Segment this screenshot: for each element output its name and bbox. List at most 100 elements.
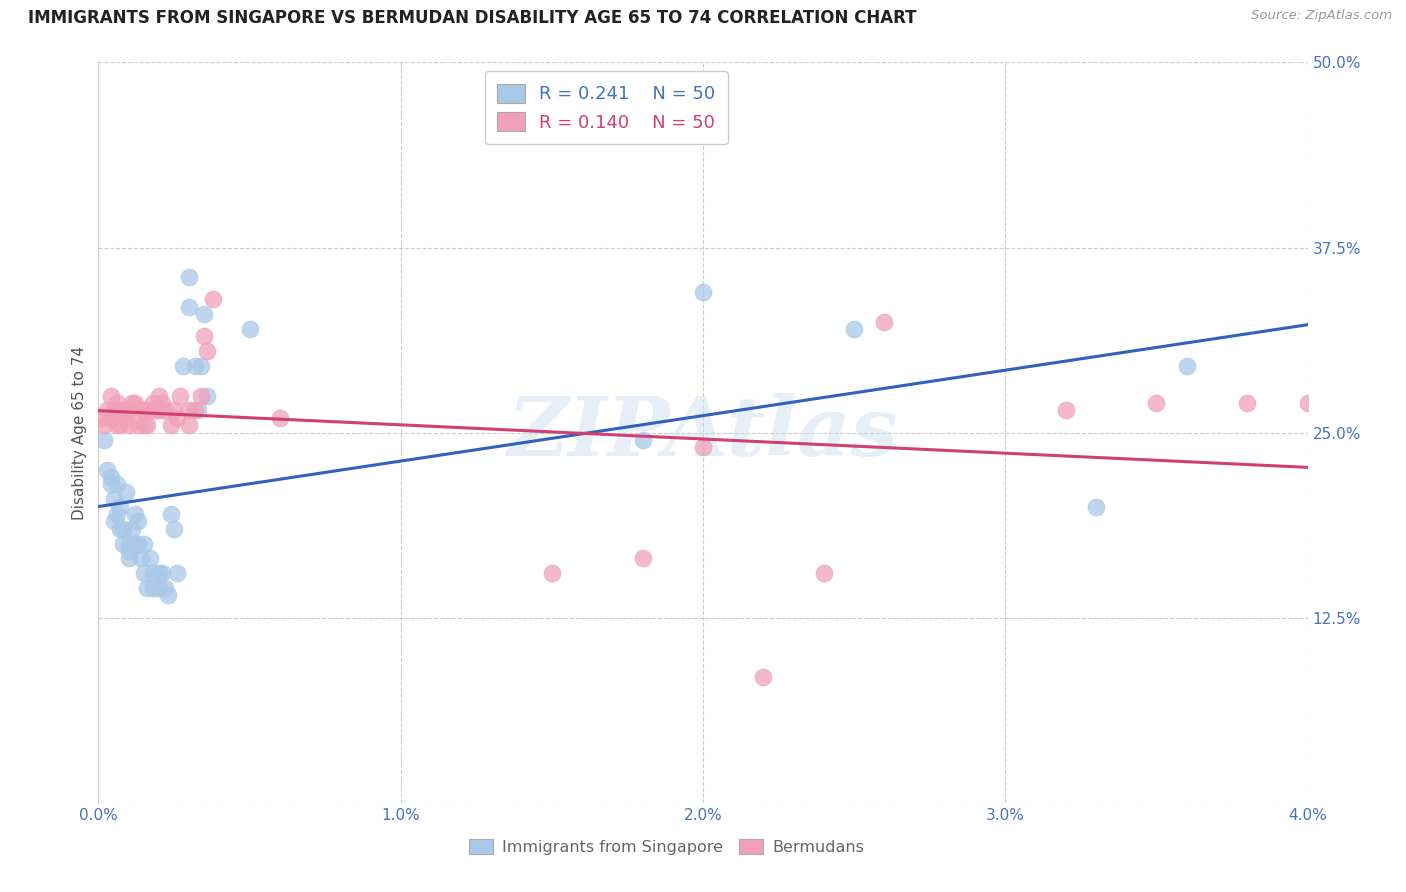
Point bbox=[100, 470, 122, 484]
Point bbox=[813, 566, 835, 581]
Point bbox=[190, 359, 212, 373]
Point bbox=[139, 403, 162, 417]
Point bbox=[145, 403, 167, 417]
Point bbox=[692, 441, 714, 455]
Point bbox=[100, 388, 122, 402]
Point bbox=[153, 581, 176, 595]
Point bbox=[127, 418, 149, 433]
Point bbox=[105, 477, 128, 491]
Point bbox=[132, 418, 155, 433]
Point bbox=[184, 359, 207, 373]
Point bbox=[160, 418, 183, 433]
Point bbox=[692, 285, 714, 299]
Point bbox=[127, 515, 149, 529]
Point bbox=[105, 418, 128, 433]
Point bbox=[150, 396, 173, 410]
Point bbox=[124, 536, 146, 550]
Point bbox=[142, 581, 165, 595]
Point bbox=[121, 522, 143, 536]
Point bbox=[269, 410, 291, 425]
Point bbox=[118, 536, 141, 550]
Point bbox=[93, 433, 115, 447]
Point bbox=[135, 418, 157, 433]
Point bbox=[631, 433, 654, 447]
Point bbox=[1296, 396, 1319, 410]
Point bbox=[114, 410, 136, 425]
Point bbox=[111, 403, 134, 417]
Point bbox=[1175, 359, 1198, 373]
Point bbox=[844, 322, 866, 336]
Point bbox=[179, 403, 201, 417]
Point bbox=[1054, 403, 1077, 417]
Point bbox=[190, 388, 212, 402]
Point bbox=[172, 359, 194, 373]
Point bbox=[114, 484, 136, 499]
Point bbox=[1085, 500, 1108, 514]
Point bbox=[105, 396, 128, 410]
Text: IMMIGRANTS FROM SINGAPORE VS BERMUDAN DISABILITY AGE 65 TO 74 CORRELATION CHART: IMMIGRANTS FROM SINGAPORE VS BERMUDAN DI… bbox=[28, 9, 917, 27]
Point bbox=[132, 403, 155, 417]
Point bbox=[163, 403, 186, 417]
Point bbox=[129, 403, 152, 417]
Point bbox=[103, 492, 125, 507]
Point bbox=[100, 477, 122, 491]
Point bbox=[873, 314, 896, 328]
Point bbox=[752, 670, 775, 684]
Point bbox=[108, 418, 131, 433]
Point bbox=[156, 589, 179, 603]
Point bbox=[124, 507, 146, 521]
Point bbox=[100, 410, 122, 425]
Point bbox=[142, 396, 165, 410]
Point bbox=[132, 536, 155, 550]
Point bbox=[1236, 396, 1258, 410]
Point bbox=[96, 462, 118, 476]
Point bbox=[121, 396, 143, 410]
Point bbox=[166, 410, 188, 425]
Point bbox=[142, 566, 165, 581]
Point bbox=[631, 551, 654, 566]
Point bbox=[108, 522, 131, 536]
Point bbox=[127, 536, 149, 550]
Point bbox=[239, 322, 262, 336]
Point bbox=[184, 403, 207, 417]
Point bbox=[148, 566, 170, 581]
Point bbox=[118, 544, 141, 558]
Point bbox=[148, 388, 170, 402]
Point bbox=[195, 388, 218, 402]
Point bbox=[118, 418, 141, 433]
Point bbox=[118, 551, 141, 566]
Point bbox=[540, 566, 562, 581]
Point bbox=[1146, 396, 1168, 410]
Point bbox=[96, 403, 118, 417]
Point bbox=[193, 329, 215, 343]
Point bbox=[93, 418, 115, 433]
Point bbox=[139, 551, 162, 566]
Point bbox=[103, 403, 125, 417]
Point bbox=[111, 522, 134, 536]
Point bbox=[103, 515, 125, 529]
Point bbox=[163, 522, 186, 536]
Point bbox=[202, 293, 225, 307]
Point bbox=[187, 403, 209, 417]
Point bbox=[160, 507, 183, 521]
Point bbox=[108, 403, 131, 417]
Point bbox=[129, 551, 152, 566]
Point bbox=[135, 581, 157, 595]
Point bbox=[195, 344, 218, 359]
Y-axis label: Disability Age 65 to 74: Disability Age 65 to 74 bbox=[72, 345, 87, 520]
Point bbox=[166, 566, 188, 581]
Point bbox=[179, 270, 201, 285]
Point bbox=[124, 396, 146, 410]
Point bbox=[132, 566, 155, 581]
Point bbox=[179, 300, 201, 314]
Point bbox=[150, 566, 173, 581]
Text: ZIPAtlas: ZIPAtlas bbox=[508, 392, 898, 473]
Point bbox=[90, 410, 112, 425]
Point bbox=[179, 418, 201, 433]
Point bbox=[153, 403, 176, 417]
Point bbox=[169, 388, 191, 402]
Point bbox=[148, 403, 170, 417]
Point bbox=[148, 581, 170, 595]
Text: Source: ZipAtlas.com: Source: ZipAtlas.com bbox=[1251, 9, 1392, 22]
Point bbox=[118, 403, 141, 417]
